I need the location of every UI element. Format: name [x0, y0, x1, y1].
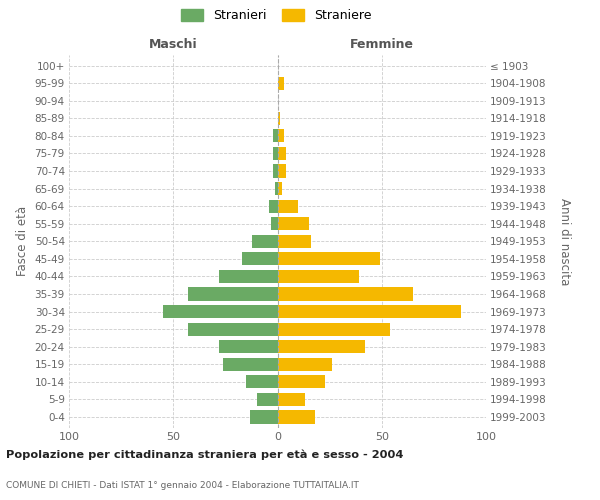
Bar — [223, 358, 277, 371]
Bar — [274, 147, 277, 160]
Bar — [277, 200, 298, 212]
Bar — [277, 182, 281, 195]
Bar — [275, 182, 277, 195]
Legend: Stranieri, Straniere: Stranieri, Straniere — [181, 8, 371, 22]
Bar — [277, 340, 365, 353]
Bar — [242, 252, 277, 266]
Bar — [277, 322, 390, 336]
Bar — [277, 305, 461, 318]
Text: Maschi: Maschi — [149, 38, 197, 52]
Bar — [188, 288, 277, 300]
Bar — [277, 410, 315, 424]
Bar — [269, 200, 277, 212]
Bar — [277, 393, 305, 406]
Text: Femmine: Femmine — [350, 38, 414, 52]
Bar — [257, 393, 277, 406]
Bar — [277, 234, 311, 248]
Bar — [246, 375, 277, 388]
Bar — [277, 112, 280, 125]
Bar — [250, 410, 277, 424]
Bar — [277, 252, 380, 266]
Bar — [277, 217, 309, 230]
Bar — [274, 164, 277, 177]
Bar — [277, 164, 286, 177]
Bar — [274, 129, 277, 142]
Bar — [253, 234, 277, 248]
Bar — [277, 129, 284, 142]
Bar — [277, 76, 284, 90]
Y-axis label: Anni di nascita: Anni di nascita — [558, 198, 571, 285]
Bar — [163, 305, 277, 318]
Bar — [188, 322, 277, 336]
Text: COMUNE DI CHIETI - Dati ISTAT 1° gennaio 2004 - Elaborazione TUTTAITALIA.IT: COMUNE DI CHIETI - Dati ISTAT 1° gennaio… — [6, 480, 359, 490]
Text: Popolazione per cittadinanza straniera per età e sesso - 2004: Popolazione per cittadinanza straniera p… — [6, 449, 403, 460]
Bar — [219, 340, 277, 353]
Bar — [277, 147, 286, 160]
Bar — [277, 270, 359, 283]
Bar — [277, 288, 413, 300]
Bar — [277, 375, 325, 388]
Y-axis label: Fasce di età: Fasce di età — [16, 206, 29, 276]
Bar — [219, 270, 277, 283]
Bar — [271, 217, 277, 230]
Bar — [277, 358, 332, 371]
